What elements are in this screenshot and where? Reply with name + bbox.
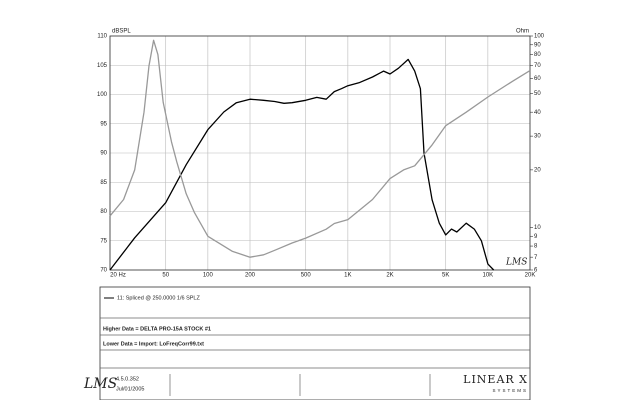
footer-brand: LINEAR X <box>463 373 528 386</box>
series-line <box>109 58 495 271</box>
x-tick-label: 1K <box>344 273 351 279</box>
x-tick-label: 20 Hz <box>110 273 126 279</box>
footer-logo: LMS <box>83 376 117 392</box>
y2-tick-label: 40 <box>534 110 541 116</box>
x-tick-label: 10K <box>483 273 494 279</box>
footer-version: 4.5.0.352 <box>116 376 139 382</box>
footer-brand-sub: SYSTEMS <box>492 388 528 393</box>
y-tick-label: 95 <box>100 121 107 127</box>
y2-tick-label: 60 <box>534 76 541 82</box>
info-panel <box>99 286 531 400</box>
y-tick-label: 105 <box>97 63 108 69</box>
y2-tick-label: 100 <box>534 34 545 40</box>
series-line <box>109 39 531 258</box>
x-tick-label: 200 <box>245 273 256 279</box>
y-tick-label: 70 <box>100 268 107 274</box>
y2-tick-label: 20 <box>534 167 541 173</box>
y2-tick-label: 6 <box>534 268 538 274</box>
y2-tick-label: 70 <box>534 63 541 69</box>
y2-tick-label: 9 <box>534 234 538 240</box>
x-tick-label: 500 <box>301 273 312 279</box>
y-tick-label: 90 <box>100 151 107 157</box>
legend-entry: 11: Spliced @ 250.0000 1/6 SPLZ <box>117 295 200 301</box>
y2-axis-label: Ohm <box>516 29 529 35</box>
y2-tick-label: 50 <box>534 91 541 97</box>
y2-tick-label: 30 <box>534 134 541 140</box>
x-tick-label: 100 <box>203 273 214 279</box>
y-tick-label: 85 <box>100 180 107 186</box>
footer-date: Jul/01/2005 <box>116 386 144 392</box>
annotation: LMS <box>505 258 527 268</box>
y2-tick-label: 90 <box>534 42 541 48</box>
y-axis-label: dBSPL <box>112 29 131 35</box>
y-tick-label: 75 <box>100 238 107 244</box>
x-tick-label: 5K <box>442 273 449 279</box>
note: Higher Data = DELTA PRO-15A STOCK #1 <box>103 326 211 332</box>
x-tick-label: 2K <box>386 273 393 279</box>
y2-tick-label: 80 <box>534 52 541 58</box>
y2-tick-label: 8 <box>534 244 538 250</box>
y-tick-label: 80 <box>100 209 107 215</box>
note: Lower Data = Import: LoFreqCorr99.txt <box>103 341 204 347</box>
x-tick-label: 20K <box>525 273 536 279</box>
y2-tick-label: 7 <box>534 255 538 261</box>
plot-frame <box>109 35 531 271</box>
y2-tick-label: 10 <box>534 225 541 231</box>
y-tick-label: 100 <box>97 92 108 98</box>
y-tick-label: 110 <box>97 34 107 40</box>
x-tick-label: 50 <box>162 273 169 279</box>
